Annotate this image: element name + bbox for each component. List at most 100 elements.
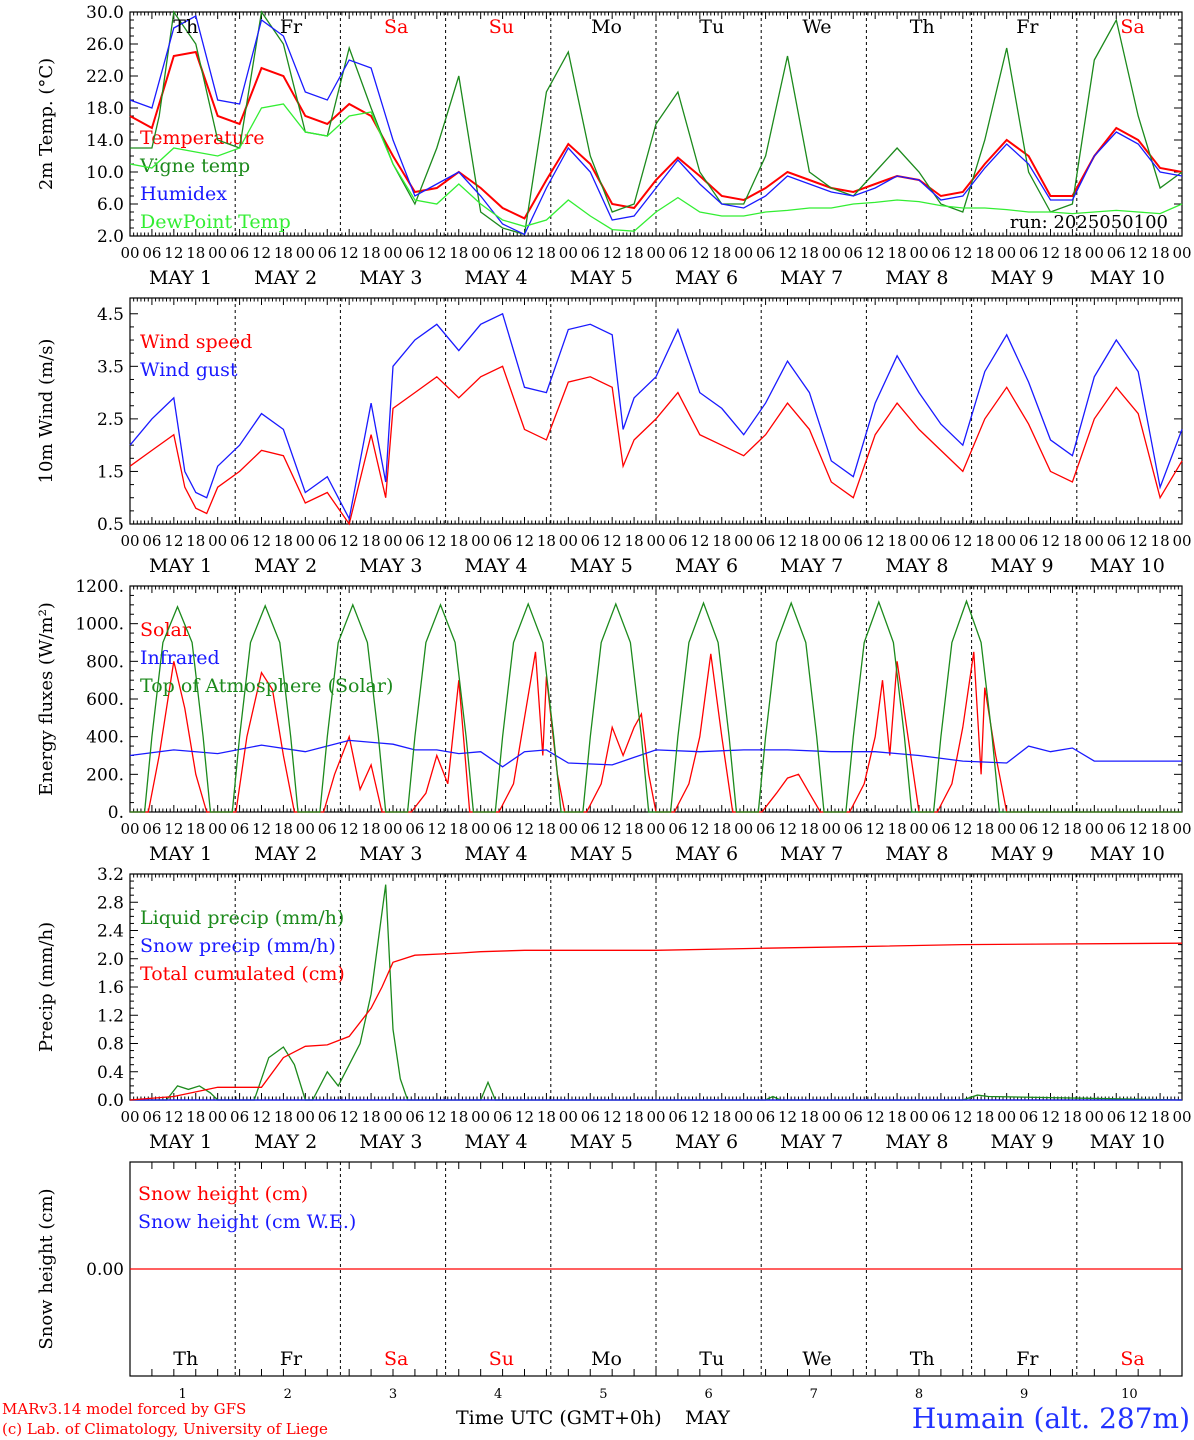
hour-label: 18 — [888, 820, 907, 838]
hour-label: 00 — [208, 244, 227, 262]
hour-label: 18 — [800, 532, 819, 550]
hour-label: 00 — [208, 1108, 227, 1126]
hour-label: 00 — [997, 244, 1016, 262]
hour-label: 18 — [800, 1108, 819, 1126]
hour-label: 12 — [164, 244, 183, 262]
series-line-temperature — [129, 50, 1183, 220]
hour-label: 06 — [493, 532, 512, 550]
day-number: 5 — [599, 1387, 607, 1402]
hour-label: 00 — [1085, 820, 1104, 838]
hour-label: 12 — [515, 244, 534, 262]
weekday-label: Th — [173, 1348, 198, 1370]
date-label: MAY 7 — [780, 1131, 843, 1153]
hour-label: 06 — [230, 244, 249, 262]
date-label: MAY 1 — [149, 267, 212, 289]
hour-label: 00 — [383, 820, 402, 838]
hour-label: 00 — [559, 244, 578, 262]
hour-label: 00 — [1172, 1108, 1191, 1126]
y-axis-label: 2m Temp. (°C) — [36, 58, 57, 190]
hour-label: 18 — [625, 244, 644, 262]
hour-label: 06 — [668, 244, 687, 262]
y-tick-label: 1000. — [75, 615, 124, 635]
hour-label: 06 — [931, 1108, 950, 1126]
hour-label: 00 — [734, 244, 753, 262]
hour-label: 06 — [493, 244, 512, 262]
hour-label: 18 — [537, 244, 556, 262]
hour-label: 06 — [756, 244, 775, 262]
credit-line-1: MARv3.14 model forced by GFS — [2, 1400, 246, 1418]
date-label: MAY 4 — [465, 843, 528, 865]
hour-label: 18 — [975, 532, 994, 550]
date-label: MAY 6 — [675, 843, 738, 865]
date-label: MAY 7 — [780, 555, 843, 577]
hour-label: 06 — [405, 532, 424, 550]
date-label: MAY 6 — [675, 267, 738, 289]
date-label: MAY 2 — [254, 1131, 317, 1153]
hour-label: 00 — [822, 1108, 841, 1126]
hour-label: 00 — [822, 820, 841, 838]
hour-label: 00 — [559, 532, 578, 550]
date-label: MAY 2 — [254, 843, 317, 865]
station-label: Humain (alt. 287m) — [912, 1402, 1190, 1435]
series-line-dewpoint-temp — [129, 103, 1183, 232]
weekday-label: Tu — [699, 16, 724, 38]
weekday-label: We — [802, 1348, 831, 1370]
hour-label: 18 — [625, 532, 644, 550]
legend-entry: Wind gust — [140, 359, 238, 381]
hour-label: 00 — [909, 244, 928, 262]
legend-entry: Infrared — [140, 647, 220, 669]
legend-entry: Vigne temp — [139, 155, 250, 177]
hour-label: 00 — [383, 532, 402, 550]
date-label: MAY 4 — [465, 267, 528, 289]
hour-label: 18 — [712, 820, 731, 838]
hour-label: 18 — [186, 820, 205, 838]
y-axis-label: Snow height (cm) — [36, 1188, 57, 1349]
series-line-wind-gust — [129, 312, 1183, 521]
y-tick-label: 0.5 — [97, 515, 124, 535]
hour-label: 18 — [362, 820, 381, 838]
hour-label: 06 — [844, 1108, 863, 1126]
hour-label: 18 — [625, 820, 644, 838]
weekday-label: Tu — [699, 1348, 724, 1370]
hour-label: 00 — [471, 820, 490, 838]
hour-label: 06 — [1107, 244, 1126, 262]
y-axis-label: Precip (mm/h) — [36, 922, 57, 1052]
weekday-label: Th — [173, 16, 198, 38]
legend-entry: DewPoint Temp — [140, 211, 291, 233]
hour-label: 06 — [142, 820, 161, 838]
hour-label: 00 — [120, 1108, 139, 1126]
weekday-label: Sa — [384, 1348, 408, 1370]
y-tick-label: 1.5 — [97, 462, 124, 482]
hour-label: 18 — [274, 820, 293, 838]
y-tick-label: 2.4 — [97, 922, 124, 942]
hour-label: 12 — [340, 532, 359, 550]
day-number: 9 — [1020, 1387, 1028, 1402]
hour-label: 12 — [1041, 244, 1060, 262]
hour-label: 18 — [1063, 1108, 1082, 1126]
hour-label: 12 — [690, 244, 709, 262]
hour-label: 18 — [888, 1108, 907, 1126]
hour-label: 12 — [164, 532, 183, 550]
hour-label: 18 — [1063, 244, 1082, 262]
date-label: MAY 9 — [991, 267, 1054, 289]
weekday-label: Su — [489, 1348, 514, 1370]
date-label: MAY 2 — [254, 555, 317, 577]
hour-label: 06 — [142, 1108, 161, 1126]
weekday-label: Su — [489, 16, 514, 38]
month-label: MAY — [685, 1407, 730, 1429]
credit-line-2: (c) Lab. of Climatology, University of L… — [2, 1420, 328, 1438]
hour-label: 18 — [186, 532, 205, 550]
weekday-label: Fr — [1016, 1348, 1039, 1370]
day-number: 8 — [915, 1387, 923, 1402]
hour-label: 00 — [1085, 1108, 1104, 1126]
hour-label: 18 — [625, 1108, 644, 1126]
hour-label: 00 — [909, 820, 928, 838]
hour-label: 06 — [230, 820, 249, 838]
date-label: MAY 9 — [991, 555, 1054, 577]
hour-label: 06 — [1019, 532, 1038, 550]
hour-label: 18 — [537, 1108, 556, 1126]
y-tick-label: 2.5 — [97, 410, 124, 430]
weekday-label: Sa — [1120, 1348, 1144, 1370]
legend-entry: Total cumulated (cm) — [140, 963, 345, 985]
y-tick-label: 0.4 — [97, 1063, 124, 1083]
